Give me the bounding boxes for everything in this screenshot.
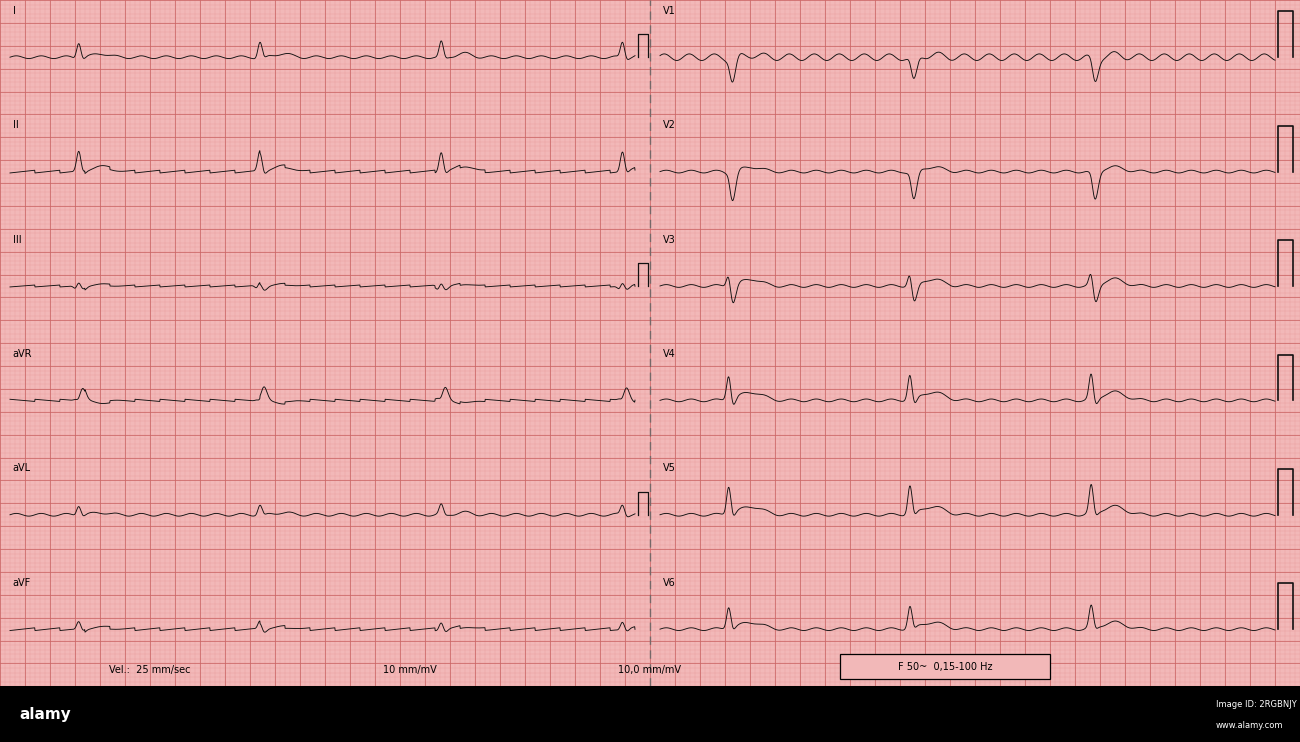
Text: V2: V2	[663, 120, 676, 130]
Text: II: II	[13, 120, 18, 130]
Text: V6: V6	[663, 578, 675, 588]
Text: 10,0 mm/mV: 10,0 mm/mV	[619, 665, 681, 675]
Text: aVR: aVR	[13, 349, 32, 359]
Text: I: I	[13, 6, 16, 16]
Text: V5: V5	[663, 463, 676, 473]
Text: aVL: aVL	[13, 463, 31, 473]
Text: www.alamy.com: www.alamy.com	[1216, 720, 1283, 730]
Text: alamy: alamy	[20, 706, 72, 722]
Text: V4: V4	[663, 349, 675, 359]
Bar	[840, 654, 1050, 680]
Text: V3: V3	[663, 234, 675, 245]
Text: V1: V1	[663, 6, 675, 16]
Text: Vel.:  25 mm/sec: Vel.: 25 mm/sec	[109, 665, 191, 675]
Text: III: III	[13, 234, 21, 245]
Text: Image ID: 2RGBNJY: Image ID: 2RGBNJY	[1216, 700, 1296, 709]
Text: aVF: aVF	[13, 578, 31, 588]
Text: 10 mm/mV: 10 mm/mV	[384, 665, 437, 675]
Text: F 50~  0,15-100 Hz: F 50~ 0,15-100 Hz	[898, 662, 992, 672]
